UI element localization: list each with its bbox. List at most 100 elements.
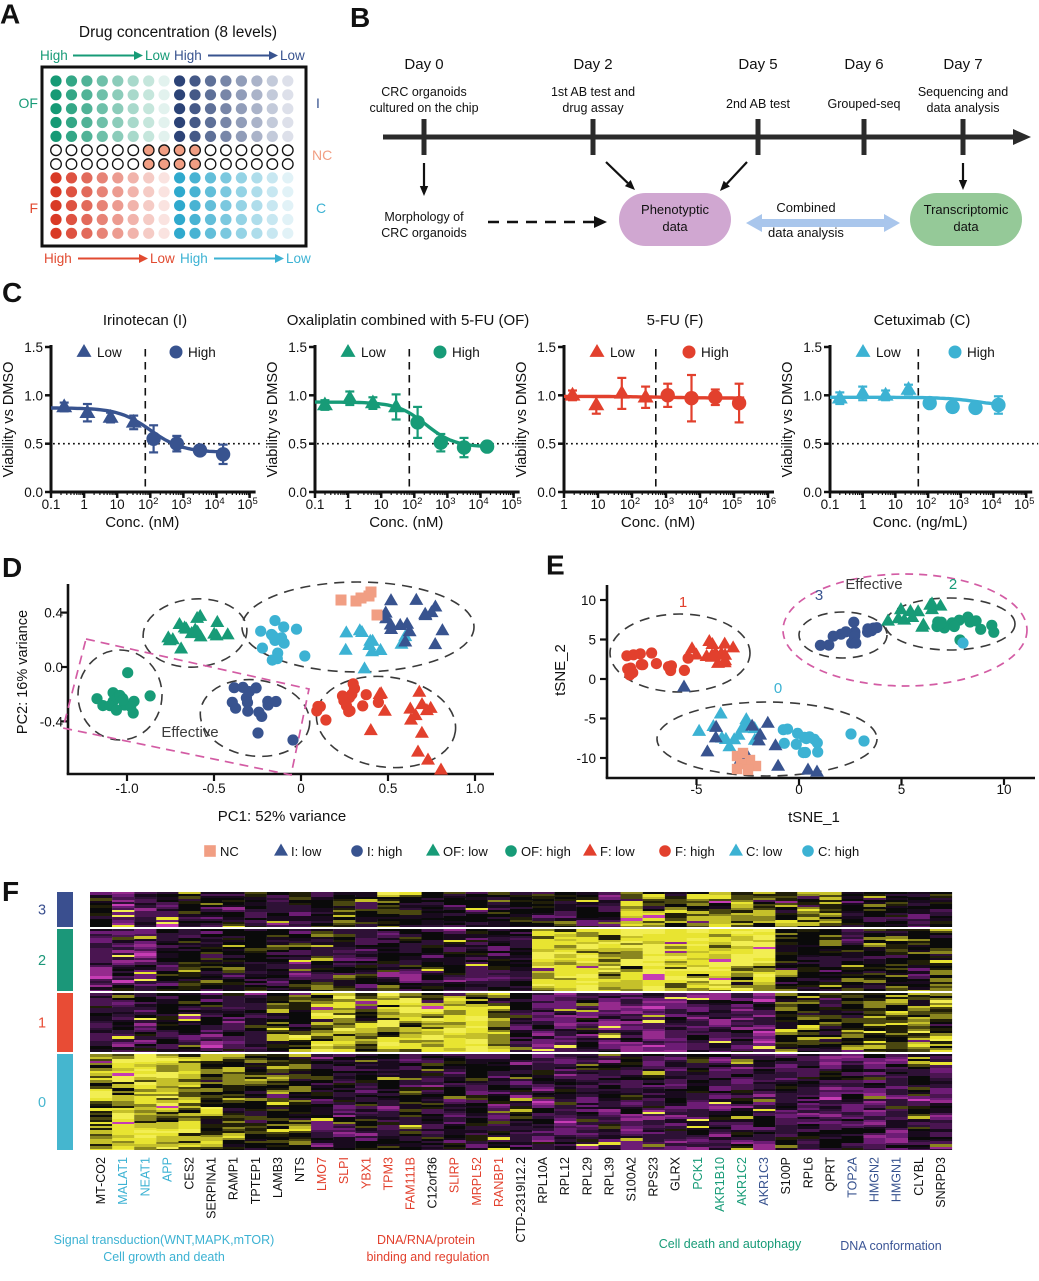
svg-text:C: C xyxy=(316,200,326,216)
svg-text:Low: Low xyxy=(361,345,386,360)
svg-text:High: High xyxy=(188,345,216,360)
svg-text:0.1: 0.1 xyxy=(821,497,840,512)
svg-text:Viability vs DMSO: Viability vs DMSO xyxy=(1,362,17,478)
svg-text:5: 5 xyxy=(898,782,906,797)
svg-text:10: 10 xyxy=(996,782,1011,797)
svg-text:0.5: 0.5 xyxy=(803,437,822,452)
svg-text:tSNE_2: tSNE_2 xyxy=(552,644,569,696)
svg-text:10: 10 xyxy=(374,497,389,512)
svg-text:Sequencing and: Sequencing and xyxy=(918,85,1008,99)
svg-text:GLRX: GLRX xyxy=(669,1156,683,1191)
svg-text:QPRT: QPRT xyxy=(823,1157,837,1192)
svg-text:0.4: 0.4 xyxy=(44,606,63,621)
svg-text:1.5: 1.5 xyxy=(288,340,307,355)
svg-text:HMGN2: HMGN2 xyxy=(868,1157,882,1202)
svg-text:PCK1: PCK1 xyxy=(691,1157,705,1190)
svg-text:OF: OF xyxy=(19,95,38,111)
svg-text:I: I xyxy=(316,95,320,111)
svg-text:MRPL52: MRPL52 xyxy=(470,1157,484,1206)
svg-text:0.0: 0.0 xyxy=(803,485,822,500)
svg-text:binding and regulation: binding and regulation xyxy=(366,1250,489,1264)
svg-text:Combined: Combined xyxy=(776,200,835,215)
svg-text:10: 10 xyxy=(581,593,596,608)
svg-text:Cetuximab (C): Cetuximab (C) xyxy=(874,312,971,329)
svg-text:5-FU (F): 5-FU (F) xyxy=(647,312,704,329)
svg-text:F: F xyxy=(29,200,38,216)
svg-text:1st AB test and: 1st AB test and xyxy=(551,85,635,99)
svg-text:Oxaliplatin combined with 5-FU: Oxaliplatin combined with 5-FU (OF) xyxy=(287,312,530,329)
svg-text:Low: Low xyxy=(876,345,901,360)
svg-text:MALAT1: MALAT1 xyxy=(116,1157,130,1205)
svg-text:Irinotecan (I): Irinotecan (I) xyxy=(103,312,187,329)
svg-text:Low: Low xyxy=(610,345,635,360)
svg-text:C: high: C: high xyxy=(818,844,859,859)
svg-text:-5: -5 xyxy=(584,712,596,727)
svg-text:Transcriptomic: Transcriptomic xyxy=(924,202,1009,217)
svg-text:FAM111B: FAM111B xyxy=(403,1157,417,1210)
svg-text:TPTEP1: TPTEP1 xyxy=(249,1157,263,1204)
svg-text:0.0: 0.0 xyxy=(44,660,63,675)
svg-text:YBX1: YBX1 xyxy=(359,1157,373,1189)
svg-text:Effective: Effective xyxy=(845,576,902,593)
svg-text:0: 0 xyxy=(38,1095,46,1111)
svg-text:1.5: 1.5 xyxy=(803,340,822,355)
svg-text:C: low: C: low xyxy=(746,844,783,859)
svg-text:10: 10 xyxy=(888,497,903,512)
svg-text:SNRPD3: SNRPD3 xyxy=(934,1157,948,1208)
svg-text:LMO7: LMO7 xyxy=(315,1157,329,1191)
svg-text:RPL29: RPL29 xyxy=(580,1157,594,1195)
svg-text:NEAT1: NEAT1 xyxy=(138,1157,152,1196)
svg-text:Cell death and autophagy: Cell death and autophagy xyxy=(659,1237,802,1251)
svg-text:Day 5: Day 5 xyxy=(738,56,777,73)
svg-text:Viability vs DMSO: Viability vs DMSO xyxy=(265,362,281,478)
svg-text:1: 1 xyxy=(859,497,867,512)
svg-text:NC: NC xyxy=(312,147,332,163)
svg-text:S100P: S100P xyxy=(779,1157,793,1195)
svg-text:2: 2 xyxy=(949,576,957,593)
svg-text:data analysis: data analysis xyxy=(768,225,844,240)
svg-text:RPL39: RPL39 xyxy=(602,1157,616,1195)
svg-text:1.5: 1.5 xyxy=(537,340,556,355)
svg-text:F: low: F: low xyxy=(600,844,635,859)
svg-text:OF: low: OF: low xyxy=(443,844,488,859)
svg-text:0.5: 0.5 xyxy=(288,437,307,452)
svg-text:data: data xyxy=(953,219,979,234)
svg-text:Conc. (ng/mL): Conc. (ng/mL) xyxy=(873,514,968,531)
svg-text:0: 0 xyxy=(588,672,596,687)
svg-text:Conc. (nM): Conc. (nM) xyxy=(105,514,179,531)
svg-text:2nd AB test: 2nd AB test xyxy=(726,97,790,111)
svg-text:0.1: 0.1 xyxy=(42,497,61,512)
svg-text:1: 1 xyxy=(38,1016,46,1032)
svg-text:1: 1 xyxy=(80,497,88,512)
svg-text:0.5: 0.5 xyxy=(24,437,43,452)
svg-text:PC1: 52% variance: PC1: 52% variance xyxy=(218,808,346,825)
svg-text:HMGN1: HMGN1 xyxy=(890,1157,904,1202)
svg-text:PC2: 16% variance: PC2: 16% variance xyxy=(15,610,31,734)
svg-text:B: B xyxy=(350,2,370,33)
svg-text:3: 3 xyxy=(38,903,46,919)
svg-text:C12orf36: C12orf36 xyxy=(426,1157,440,1208)
svg-text:NTS: NTS xyxy=(293,1157,307,1182)
svg-text:-5: -5 xyxy=(690,782,702,797)
svg-text:Low: Low xyxy=(286,251,311,266)
svg-text:0.1: 0.1 xyxy=(306,497,325,512)
svg-text:0: 0 xyxy=(297,781,305,796)
svg-text:1: 1 xyxy=(344,497,352,512)
svg-text:0: 0 xyxy=(795,782,803,797)
svg-text:data analysis: data analysis xyxy=(927,101,1000,115)
svg-text:High: High xyxy=(967,345,995,360)
svg-text:CES2: CES2 xyxy=(182,1157,196,1190)
svg-text:0.0: 0.0 xyxy=(537,485,556,500)
svg-text:C: C xyxy=(2,277,22,308)
svg-text:TOP2A: TOP2A xyxy=(846,1156,860,1197)
svg-text:0.0: 0.0 xyxy=(24,485,43,500)
svg-text:AKR1C2: AKR1C2 xyxy=(735,1157,749,1206)
svg-text:1.0: 1.0 xyxy=(24,388,43,403)
svg-text:APP: APP xyxy=(160,1157,174,1182)
svg-text:Grouped-seq: Grouped-seq xyxy=(828,97,901,111)
svg-text:CRC organoids: CRC organoids xyxy=(381,85,466,99)
svg-text:D: D xyxy=(2,552,22,583)
svg-text:drug assay: drug assay xyxy=(562,101,624,115)
svg-text:1.0: 1.0 xyxy=(288,388,307,403)
svg-text:Low: Low xyxy=(145,48,170,63)
